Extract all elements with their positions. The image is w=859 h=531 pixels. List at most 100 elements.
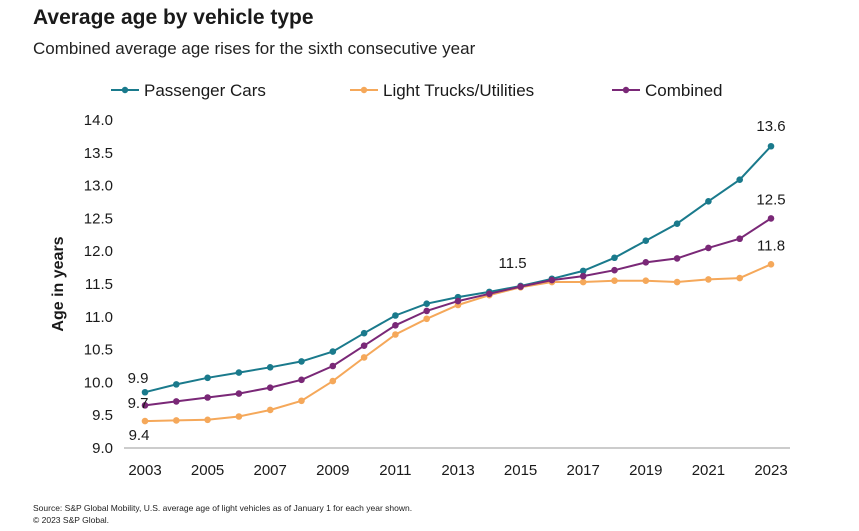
- legend-marker: [360, 86, 368, 94]
- legend-label: Light Trucks/Utilities: [383, 81, 534, 100]
- data-point: [266, 384, 274, 391]
- data-label: 9.7: [128, 395, 149, 412]
- data-point: [360, 329, 368, 337]
- data-point: [329, 348, 337, 355]
- data-point: [611, 266, 618, 274]
- x-tick-label: 2013: [441, 462, 474, 479]
- x-tick-label: 2023: [754, 462, 787, 479]
- data-point: [266, 406, 274, 414]
- data-point: [329, 377, 337, 385]
- y-tick-label: 10.5: [84, 342, 113, 359]
- data-point: [705, 276, 712, 283]
- data-point: [298, 358, 305, 365]
- data-point: [392, 312, 399, 319]
- data-point: [767, 261, 775, 268]
- data-label: 11.8: [757, 237, 785, 254]
- data-point: [705, 244, 712, 252]
- data-point: [673, 278, 681, 286]
- data-point: [642, 237, 650, 245]
- data-point: [673, 220, 681, 227]
- data-point: [705, 198, 712, 205]
- data-label: 9.9: [128, 370, 149, 387]
- data-point: [235, 390, 243, 397]
- x-tick-label: 2021: [692, 462, 725, 479]
- y-tick-label: 9.0: [92, 440, 113, 457]
- data-point: [235, 369, 243, 376]
- y-tick-label: 13.5: [84, 145, 113, 162]
- data-point: [392, 331, 399, 338]
- data-point: [423, 315, 431, 323]
- data-point: [642, 277, 650, 285]
- data-point: [579, 272, 587, 280]
- data-point: [204, 394, 211, 401]
- line-chart: 9.0 9.5 10.0 10.5 11.0 11.5 12.0 12.5 13.0 13.5 14…: [50, 81, 790, 479]
- y-tick-label: 14.0: [84, 112, 113, 129]
- data-point: [642, 259, 650, 266]
- y-tick-label: 9.5: [92, 407, 113, 424]
- data-point: [611, 254, 618, 262]
- data-point: [298, 397, 305, 405]
- y-axis-title: Age in years: [50, 236, 67, 331]
- y-tick-label: 11.0: [85, 309, 113, 326]
- chart-title: Average age by vehicle type: [33, 6, 314, 29]
- data-point: [235, 413, 243, 420]
- data-point: [517, 283, 524, 290]
- copyright-note: © 2023 S&P Global.: [33, 515, 110, 525]
- data-point: [454, 297, 462, 305]
- data-label: 9.4: [129, 427, 150, 444]
- data-point: [736, 176, 743, 183]
- data-label: 12.5: [756, 191, 785, 208]
- y-tick-label: 12.5: [84, 210, 113, 227]
- data-point: [204, 416, 211, 424]
- source-note: Source: S&P Global Mobility, U.S. averag…: [33, 503, 413, 513]
- data-point: [141, 417, 149, 425]
- data-point: [204, 374, 211, 382]
- x-tick-label: 2009: [316, 462, 349, 479]
- data-point: [579, 278, 587, 286]
- legend-marker: [622, 86, 630, 94]
- chart-subtitle: Combined average age rises for the sixth…: [33, 39, 476, 58]
- data-point: [736, 274, 743, 282]
- y-tick-label: 13.0: [84, 178, 113, 195]
- legend-label: Passenger Cars: [144, 81, 266, 100]
- chart-footer: Source: S&P Global Mobility, U.S. averag…: [33, 502, 412, 526]
- data-point: [767, 215, 775, 222]
- data-point: [736, 235, 743, 243]
- data-point: [173, 381, 180, 388]
- series-line: [144, 263, 772, 423]
- x-tick-label: 2015: [504, 462, 537, 479]
- data-point: [266, 364, 274, 371]
- data-point: [392, 322, 399, 329]
- data-point: [141, 388, 149, 396]
- x-tick-label: 2005: [191, 462, 224, 479]
- data-point: [173, 398, 180, 405]
- data-point: [486, 290, 493, 298]
- data-point: [423, 300, 431, 307]
- data-point: [141, 402, 149, 409]
- data-point: [360, 342, 368, 349]
- x-tick-label: 2011: [379, 462, 411, 479]
- data-point: [767, 142, 775, 150]
- data-point: [329, 362, 337, 370]
- data-point: [611, 277, 618, 285]
- data-point: [673, 255, 681, 262]
- data-point: [298, 376, 305, 384]
- series-line: [144, 145, 772, 394]
- y-tick-label: 10.0: [84, 374, 113, 391]
- data-point: [579, 267, 587, 275]
- x-tick-label: 2003: [128, 462, 161, 479]
- series-line: [144, 217, 772, 407]
- y-tick-label: 11.5: [85, 276, 113, 293]
- data-label: 11.5: [499, 255, 527, 272]
- data-point: [423, 307, 431, 315]
- x-tick-label: 2019: [629, 462, 662, 479]
- data-point: [173, 417, 180, 424]
- x-tick-label: 2017: [567, 462, 600, 479]
- legend-label: Combined: [645, 81, 723, 100]
- x-tick-label: 2007: [254, 462, 287, 479]
- y-tick-label: 12.0: [84, 243, 113, 260]
- data-point: [360, 354, 368, 361]
- data-label: 13.6: [756, 118, 785, 135]
- legend-marker: [121, 86, 129, 94]
- data-point: [548, 276, 556, 284]
